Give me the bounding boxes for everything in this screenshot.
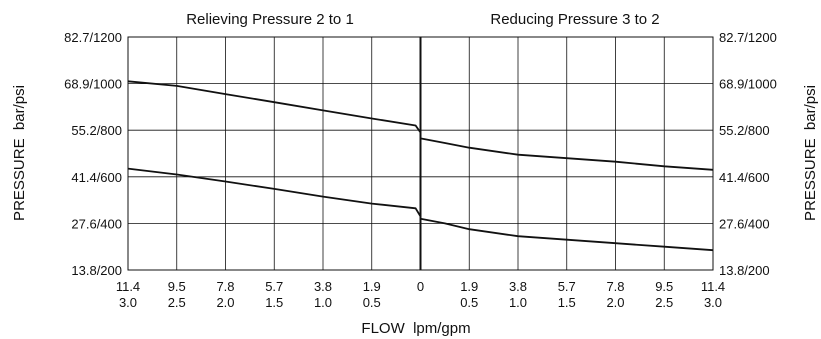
y-tick-label-right: 68.9/1000	[719, 77, 777, 92]
x-tick-label-lpm: 3.8	[314, 279, 332, 294]
x-tick-label-gpm: 1.0	[509, 295, 527, 310]
x-tick-label-lpm: 1.9	[363, 279, 381, 294]
x-tick-label-gpm: 2.0	[606, 295, 624, 310]
series-line-relieving-2	[127, 167, 422, 217]
x-tick-label-lpm: 1.9	[460, 279, 478, 294]
x-tick-label-lpm: 9.5	[655, 279, 673, 294]
y-tick-label-left: 55.2/800	[71, 123, 122, 138]
x-tick-label-lpm: 7.8	[216, 279, 234, 294]
x-tick-label-gpm: 1.5	[265, 295, 283, 310]
series-line-relieving-1	[127, 80, 422, 134]
x-tick-label-lpm: 5.7	[558, 279, 576, 294]
x-tick-label-lpm: 9.5	[168, 279, 186, 294]
y-tick-label-right: 41.4/600	[719, 170, 770, 185]
y-tick-label-left: 82.7/1200	[64, 30, 122, 45]
x-tick-label-gpm: 1.5	[558, 295, 576, 310]
y-tick-label-right: 55.2/800	[719, 123, 770, 138]
y-tick-labels-right: 13.8/200 27.6/400 41.4/600 55.2/800 68.9/100…	[719, 30, 777, 278]
y-tick-label-right: 27.6/400	[719, 216, 770, 231]
x-tick-label-lpm: 3.8	[509, 279, 527, 294]
y-tick-label-left: 68.9/1000	[64, 77, 122, 92]
x-axis-label: FLOW lpm/gpm	[361, 320, 470, 337]
series-lines	[127, 80, 714, 252]
y-tick-label-left: 41.4/600	[71, 170, 122, 185]
x-tick-label-lpm: 7.8	[606, 279, 624, 294]
y-axis-label-left: PRESSURE bar/psi	[11, 85, 28, 221]
series-line-reducing-3	[420, 137, 714, 171]
y-tick-label-left: 27.6/400	[71, 216, 122, 231]
y-axis-label-right: PRESSURE bar/psi	[802, 85, 819, 221]
y-tick-label-right: 82.7/1200	[719, 30, 777, 45]
x-tick-label-lpm: 0	[417, 279, 424, 294]
x-tick-label-lpm: 11.4	[116, 279, 140, 294]
x-tick-label-gpm: 0.5	[363, 295, 381, 310]
x-tick-label-gpm: 3.0	[119, 295, 137, 310]
x-tick-label-gpm: 2.0	[216, 295, 234, 310]
x-tick-label-gpm: 2.5	[655, 295, 673, 310]
x-tick-label-gpm: 2.5	[168, 295, 186, 310]
x-tick-label-lpm: 5.7	[265, 279, 283, 294]
x-tick-labels: 11.43.09.52.57.82.05.71.53.81.01.90.50 1.…	[116, 279, 725, 310]
y-tick-labels-left: 13.8/200 27.6/400 41.4/600 55.2/800 68.9/100…	[64, 30, 122, 278]
series-line-reducing-4	[420, 217, 714, 252]
x-tick-label-gpm: 0.5	[460, 295, 478, 310]
title-reducing: Reducing Pressure 3 to 2	[490, 11, 659, 28]
x-tick-label-gpm: 1.0	[314, 295, 332, 310]
y-tick-label-right: 13.8/200	[719, 263, 770, 278]
y-tick-label-left: 13.8/200	[71, 263, 122, 278]
title-relieving: Relieving Pressure 2 to 1	[186, 11, 354, 28]
x-tick-label-gpm: 3.0	[704, 295, 722, 310]
x-tick-label-lpm: 11.4	[701, 279, 725, 294]
